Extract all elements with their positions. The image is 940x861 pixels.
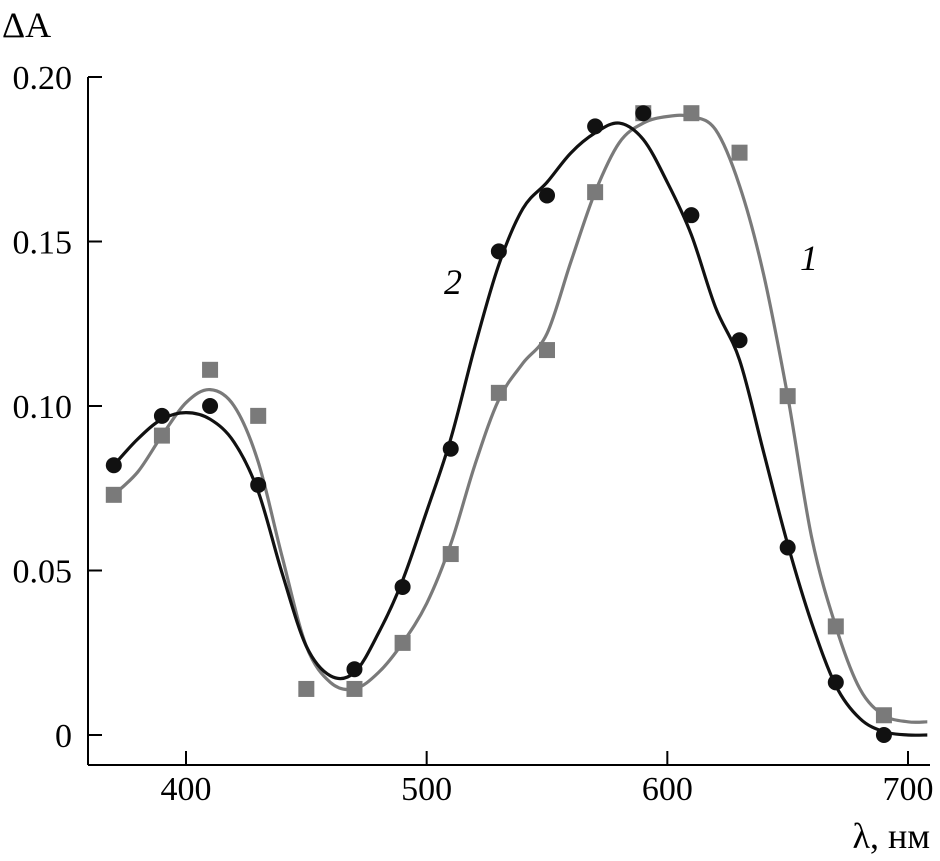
series-2-point [153,407,170,424]
x-tick-label: 600 [642,771,693,808]
series-2-point [827,674,844,691]
data-markers [105,105,892,743]
series-1-point [683,105,700,122]
series-1-point [779,388,796,405]
series-1-point [539,342,555,359]
y-axis-label: ΔA [2,5,51,45]
series-2-point [683,207,700,224]
series-1-point [105,486,122,503]
series-2-point [779,539,796,556]
series-1-point [394,634,411,651]
series-1-point [490,384,507,401]
series-2-point [442,440,459,457]
series-1-point [346,680,363,697]
axes: 0 0.05 0.10 0.15 0.20 400 500 600 700 [13,60,934,808]
series-1-fit-line [112,113,928,724]
series-1-point [153,427,170,444]
x-tick-label: 400 [161,771,212,808]
series-2-point [250,476,267,493]
series-2-point [539,187,555,204]
y-tick-label: 0.20 [13,60,73,97]
fit-curves [112,113,928,737]
series-2-point [635,105,652,122]
series-2-point [394,578,411,595]
series-2-point [731,332,748,349]
series-1-point [731,144,748,161]
x-tick-label: 500 [401,771,452,808]
series-2-fit-line [112,121,928,737]
y-tick-label: 0.15 [13,225,73,262]
series-2-point [346,661,363,678]
series-1-point [250,407,267,424]
y-tick-label: 0.05 [13,554,73,591]
chart-labels: ΔA λ, нм 1 2 [2,5,930,856]
series-1-label: 1 [800,238,818,278]
series-1-point [875,707,892,724]
series-2-label: 2 [444,262,462,302]
series-1-point [587,184,604,201]
x-tick-label: 700 [883,771,934,808]
series-1-point [442,546,459,563]
y-tick-label: 0 [55,718,72,755]
y-tick-label: 0.10 [13,389,73,426]
x-axis-label: λ, нм [852,816,930,856]
series-1-point [298,680,315,697]
series-1-point [827,618,844,635]
series-2-point [875,727,892,743]
series-2-point [490,243,507,260]
series-2-point [587,118,604,135]
series-2-point [202,398,219,414]
series-2-point [105,457,122,474]
series-1-point [202,361,219,378]
